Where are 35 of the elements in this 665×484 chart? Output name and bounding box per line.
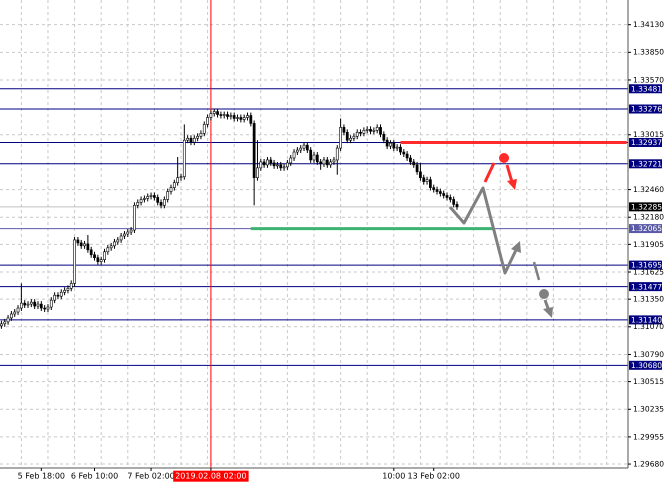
candlestick bbox=[356, 128, 359, 140]
x-tick-label: 6 Feb 10:00 bbox=[70, 472, 118, 481]
candlestick bbox=[452, 196, 456, 208]
candlestick bbox=[286, 159, 289, 170]
candlestick bbox=[86, 234, 90, 254]
candlestick bbox=[176, 156, 180, 186]
x-tick-label: 13 Feb 02:00 bbox=[407, 472, 460, 481]
x-tick-label: 10:00 bbox=[382, 472, 406, 481]
candlestick bbox=[346, 128, 349, 144]
candlestick bbox=[20, 282, 23, 312]
candlestick bbox=[322, 156, 326, 168]
candlestick bbox=[419, 162, 422, 182]
candlestick bbox=[406, 150, 408, 162]
candlestick bbox=[409, 154, 412, 166]
candlestick bbox=[120, 232, 123, 244]
candlestick bbox=[10, 310, 13, 322]
candlestick bbox=[96, 254, 100, 266]
candlestick bbox=[6, 314, 10, 326]
candlestick bbox=[392, 140, 396, 152]
x-tick-label: 2019.02.08 02:00 bbox=[175, 472, 247, 481]
candlestick bbox=[190, 134, 192, 146]
candlestick bbox=[312, 152, 316, 164]
candlestick bbox=[429, 176, 432, 192]
candlestick bbox=[50, 296, 53, 311]
candlestick bbox=[399, 144, 402, 156]
candlestick bbox=[33, 298, 36, 310]
candlestick bbox=[266, 156, 269, 168]
candlestick bbox=[60, 288, 63, 300]
candlestick bbox=[192, 134, 196, 146]
candlestick bbox=[40, 300, 43, 312]
candlestick bbox=[113, 238, 116, 250]
candlestick bbox=[103, 248, 106, 264]
candlestick bbox=[326, 156, 329, 168]
x-tick-label: 5 Feb 18:00 bbox=[18, 472, 66, 481]
candlestick bbox=[156, 194, 160, 206]
